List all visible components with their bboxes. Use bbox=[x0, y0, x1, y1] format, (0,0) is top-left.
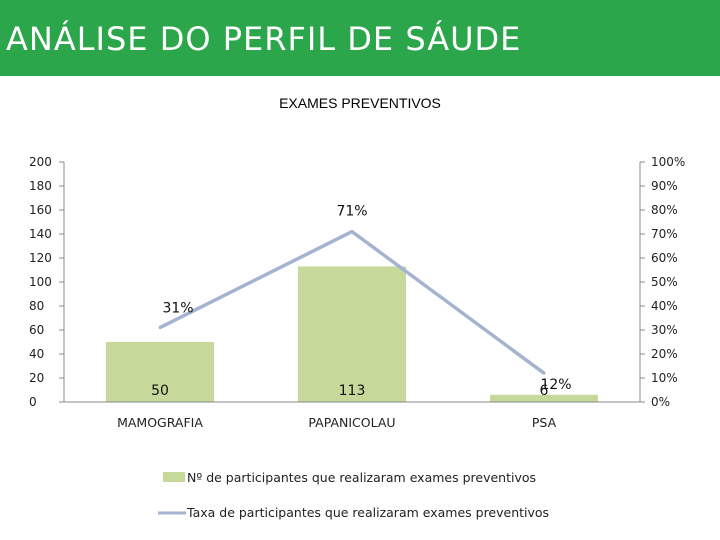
bar-data-label: 50 bbox=[151, 383, 169, 399]
bar-series: 50 113 6 bbox=[64, 266, 640, 403]
right-tick-label: 0% bbox=[651, 395, 670, 409]
bar-data-label: 113 bbox=[339, 383, 366, 399]
left-tick-label: 100 bbox=[29, 275, 52, 289]
category-label: MAMOGRAFIA bbox=[117, 415, 203, 430]
page-title: ANÁLISE DO PERFIL DE SÁUDE bbox=[6, 20, 522, 58]
left-tick-label: 180 bbox=[29, 179, 52, 193]
bar bbox=[490, 394, 598, 402]
line-point bbox=[350, 230, 354, 234]
header-bar: ANÁLISE DO PERFIL DE SÁUDE bbox=[0, 0, 720, 76]
left-tick-label: 160 bbox=[29, 203, 52, 217]
left-tick-label: 0 bbox=[29, 395, 37, 409]
category-axis: MAMOGRAFIA PAPANICOLAU PSA bbox=[117, 415, 556, 430]
left-tick-label: 200 bbox=[29, 155, 52, 169]
right-tick-label: 30% bbox=[651, 323, 678, 337]
right-tick-label: 90% bbox=[651, 179, 678, 193]
right-tick-label: 40% bbox=[651, 299, 678, 313]
right-tick-label: 20% bbox=[651, 347, 678, 361]
right-tick-label: 80% bbox=[651, 203, 678, 217]
left-tick-label: 20 bbox=[29, 371, 44, 385]
line-point bbox=[158, 326, 162, 330]
left-tick-label: 40 bbox=[29, 347, 44, 361]
left-tick-label: 80 bbox=[29, 299, 44, 313]
bar bbox=[106, 342, 214, 402]
right-tick-label: 10% bbox=[651, 371, 678, 385]
right-tick-label: 50% bbox=[651, 275, 678, 289]
chart-title: EXAMES PREVENTIVOS bbox=[279, 95, 441, 111]
left-axis: 0 20 40 60 80 100 120 140 160 180 200 bbox=[29, 155, 65, 409]
legend-swatch-bar bbox=[163, 472, 185, 482]
right-tick-label: 100% bbox=[651, 155, 685, 169]
left-tick-label: 120 bbox=[29, 251, 52, 265]
category-label: PSA bbox=[532, 415, 557, 430]
right-tick-label: 60% bbox=[651, 251, 678, 265]
legend-label: Nº de participantes que realizaram exame… bbox=[187, 470, 536, 485]
line-point bbox=[542, 371, 546, 375]
left-tick-label: 140 bbox=[29, 227, 52, 241]
bar-data-label: 6 bbox=[540, 383, 549, 399]
line-data-label: 12% bbox=[540, 377, 571, 393]
line-data-label: 31% bbox=[162, 301, 193, 317]
right-axis: 0% 10% 20% 30% 40% 50% 60% 70% 80% 90% 100% bbox=[639, 155, 685, 409]
right-tick-label: 70% bbox=[651, 227, 678, 241]
category-label: PAPANICOLAU bbox=[308, 415, 395, 430]
bar bbox=[298, 266, 406, 402]
legend: Nº de participantes que realizaram exame… bbox=[158, 470, 549, 520]
line-data-label: 71% bbox=[336, 204, 367, 220]
line-series: 31% 71% 12% bbox=[158, 204, 572, 393]
legend-label: Taxa de participantes que realizaram exa… bbox=[186, 505, 549, 520]
left-tick-label: 60 bbox=[29, 323, 44, 337]
